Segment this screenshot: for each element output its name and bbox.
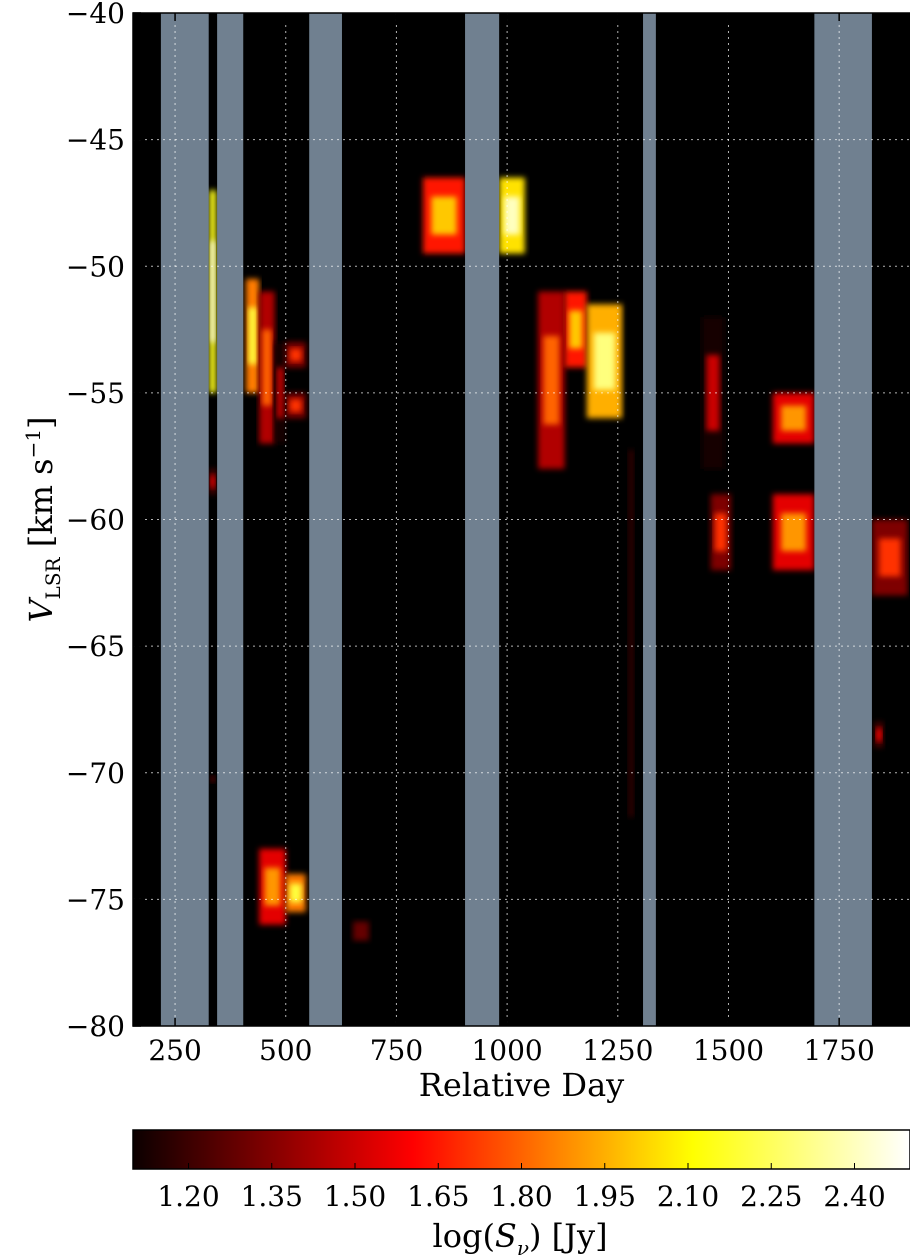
colorbar-gradient	[132, 1129, 910, 1170]
grid-lines	[133, 12, 910, 1027]
y-axis-title-unit: [km s	[22, 458, 60, 557]
y-tick-label: −75	[66, 883, 125, 916]
colorbar-title-s: S	[495, 1217, 517, 1255]
emission-feature	[285, 874, 306, 913]
emission-feature	[499, 177, 525, 254]
colorbar-tick-label: 1.65	[407, 1180, 469, 1213]
x-tick-label: 1500	[693, 1034, 764, 1067]
emission-feature	[701, 316, 725, 469]
emission-feature	[586, 304, 623, 419]
colorbar-tick-label: 1.95	[574, 1180, 636, 1213]
colorbar-tick-label: 1.35	[241, 1180, 303, 1213]
axis-ticks	[133, 12, 840, 1027]
y-tick-label: −50	[66, 250, 125, 283]
data-gap	[160, 13, 209, 1026]
y-tick-label: −55	[66, 377, 125, 410]
emission-feature	[772, 494, 815, 571]
y-tick-labels: −40 −45 −50 −55 −60 −65 −70 −75 −80	[66, 0, 125, 1043]
emission-feature	[259, 848, 286, 925]
emission-feature	[772, 392, 815, 444]
emission-feature	[874, 722, 884, 748]
x-tick-label: 1250	[582, 1034, 653, 1067]
colorbar-ticks	[188, 1163, 855, 1169]
y-axis-title-sub: LSR	[41, 556, 65, 599]
colorbar-tick-labels: 1.20 1.35 1.50 1.65 1.80 1.95 2.10 2.25 2.40	[157, 1180, 885, 1213]
colorbar: 1.20 1.35 1.50 1.65 1.80 1.95 2.10 2.25 2.40 log…	[132, 1129, 910, 1259]
emission-feature	[274, 342, 286, 444]
emission-feature	[285, 342, 306, 368]
y-tick-label: −60	[66, 504, 125, 537]
colorbar-title: log(Sν) [Jy]	[432, 1217, 607, 1259]
emission-feature	[347, 912, 375, 951]
emission-feature	[626, 266, 636, 1001]
x-tick-label: 1750	[804, 1034, 875, 1067]
y-tick-label: −70	[66, 757, 125, 790]
emission-feature	[209, 468, 217, 495]
y-axis-title-exponent: −1	[21, 429, 45, 458]
y-axis-title: VLSR [km s−1]	[21, 416, 65, 622]
x-tick-label: 750	[370, 1034, 423, 1067]
emission-feature	[422, 177, 466, 254]
emission-feature	[710, 494, 731, 571]
emission-feature	[538, 291, 565, 469]
colorbar-title-close: ) [Jy]	[529, 1217, 608, 1255]
y-tick-label: −40	[66, 0, 125, 30]
x-tick-label: 500	[259, 1034, 312, 1067]
colorbar-title-sub: ν	[517, 1236, 529, 1259]
emission-feature	[245, 278, 260, 393]
x-tick-label: 1000	[471, 1034, 542, 1067]
emission-feature	[259, 291, 275, 444]
emission-feature	[209, 772, 217, 786]
y-axis-title-close: ]	[22, 416, 60, 428]
emission-features	[209, 177, 908, 1001]
colorbar-tick-label: 2.25	[740, 1180, 802, 1213]
y-axis-title-main: V	[22, 597, 60, 623]
emission-feature	[564, 291, 587, 368]
x-axis-title: Relative Day	[419, 1066, 624, 1104]
y-tick-label: −45	[66, 124, 125, 157]
y-tick-label: −65	[66, 630, 125, 663]
colorbar-tick-label: 1.50	[324, 1180, 386, 1213]
y-tick-label: −80	[66, 1010, 125, 1043]
plot-area	[132, 12, 910, 1027]
emission-feature	[285, 392, 306, 419]
colorbar-tick-label: 2.10	[657, 1180, 719, 1213]
colorbar-tick-label: 2.40	[823, 1180, 885, 1213]
x-tick-labels: 250 500 750 1000 1250 1500 1750	[148, 1034, 874, 1067]
colorbar-tick-label: 1.20	[157, 1180, 219, 1213]
emission-feature	[209, 190, 217, 393]
x-tick-label: 250	[148, 1034, 201, 1067]
emission-feature	[871, 519, 908, 596]
colorbar-title-main: log(	[432, 1217, 494, 1255]
colorbar-tick-label: 1.80	[490, 1180, 552, 1213]
